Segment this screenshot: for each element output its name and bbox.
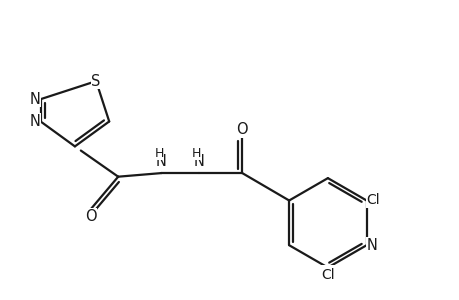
Text: Cl: Cl <box>320 268 334 282</box>
Text: N: N <box>156 154 167 169</box>
Text: H: H <box>154 147 164 160</box>
Text: N: N <box>30 92 40 107</box>
Text: O: O <box>236 122 247 137</box>
Text: Cl: Cl <box>366 194 380 208</box>
Text: N: N <box>366 238 377 253</box>
Text: O: O <box>85 209 96 224</box>
Text: S: S <box>91 74 101 88</box>
Text: N: N <box>30 114 40 129</box>
Text: H: H <box>192 147 201 160</box>
Text: N: N <box>193 154 204 169</box>
